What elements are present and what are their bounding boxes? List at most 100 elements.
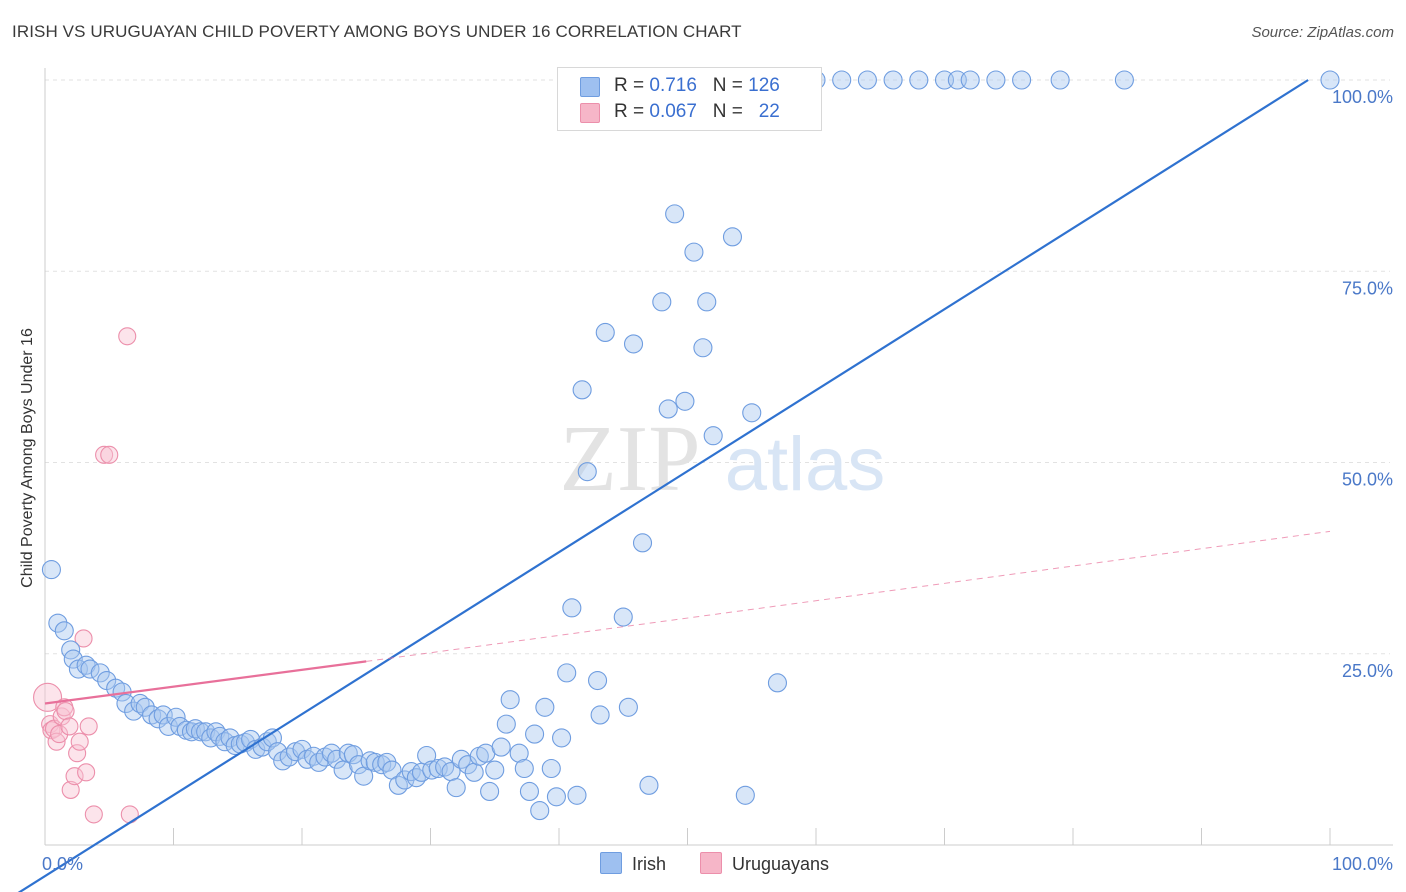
irish-point [618,697,638,717]
irish-point [697,292,717,312]
irish-point [742,403,762,423]
legend-r-value: 0.716 [649,75,697,96]
irish-point [491,737,511,757]
irish-point [90,663,110,683]
irish-point [480,781,500,802]
uruguayans-point [50,725,69,744]
bottom-legend-swatch-irish [600,852,622,874]
watermark-atlas: atlas [725,422,886,507]
legend-n-label: N = [712,75,743,96]
irish-point [587,670,608,691]
irish-point [292,739,312,759]
irish-point [665,204,685,224]
irish-trend-line [17,79,1309,892]
uruguayans-point [60,717,79,736]
source-label: Source: ZipAtlas.com [1251,24,1394,41]
irish-point [541,758,561,779]
irish-point [572,380,592,400]
irish-point [464,762,484,782]
irish-point [535,697,555,717]
uruguayans-point [61,780,80,799]
irish-point [546,787,566,807]
legend-n-value: 126 [748,75,780,96]
irish-point [348,755,369,775]
irish-point [632,533,653,553]
irish-point [883,70,903,90]
bottom-legend-irish: Irish [600,852,666,875]
legend-r-label: R = [614,75,645,96]
y-tick-label: 75.0% [1342,278,1393,298]
irish-point [562,598,582,618]
irish-point [1050,70,1070,90]
irish-point [613,607,633,627]
irish-point [514,758,534,779]
bottom-legend-label-irish: Irish [632,854,667,874]
irish-point [703,426,723,446]
tick-labels: 25.0% 50.0% 75.0% 100.0% 0.0% 100.0% [42,87,1393,874]
legend-r-value: 0.067 [649,101,697,122]
watermark: ZIP atlas [560,407,886,511]
irish-point [116,693,136,714]
irish-point [595,322,615,343]
legend-r-label: R = [614,101,645,122]
irish-point [684,242,704,262]
bottom-legend-uruguayans: Uruguayans [700,852,829,875]
x-tick-label: 0.0% [42,854,83,874]
irish-point [190,722,211,742]
irish-point [767,673,788,693]
irish-point [215,732,235,752]
y-tick-label: 25.0% [1342,661,1393,681]
irish-point [567,785,587,805]
irish-point [166,707,186,727]
irish-point [986,70,1006,90]
irish-point [658,399,678,419]
uruguayans-point [118,327,137,346]
bottom-legend-label-uruguayans: Uruguayans [732,854,830,874]
uruguayans-point [120,805,139,824]
x-tick-label: 100.0% [1332,854,1393,874]
irish-point [735,785,755,805]
irish-point [525,724,545,744]
legend-n-value: 22 [758,101,780,122]
legend-swatch-uruguayans [580,103,600,123]
uruguayans-point [70,732,89,751]
irish-point [509,743,529,763]
y-tick-label: 50.0% [1342,470,1393,490]
irish-point [693,338,713,358]
irish-point [557,663,577,683]
irish-point [372,755,392,775]
irish-point [417,745,437,766]
irish-point [406,768,426,788]
gridlines [45,79,1390,655]
uruguayans-point [56,702,75,721]
irish-point [41,560,61,580]
irish-point [552,728,572,748]
irish-point [832,70,852,90]
irish-point [675,391,695,411]
legend-n-label: N = [712,101,743,122]
irish-point [343,745,363,765]
legend-text-uruguayans: R = 0.067 N = 22 [614,101,780,123]
irish-point [857,70,877,90]
irish-point [446,778,466,798]
uruguayans-point [77,763,96,782]
uruguayans-trend-line [44,660,367,705]
irish-point [909,70,929,90]
irish-point [401,762,421,782]
irish-point [960,70,980,90]
uruguayans-point [84,805,103,824]
correlation-legend: R = 0.716 N = 126 R = 0.067 N = 22 [557,67,822,131]
irish-point [388,775,408,795]
irish-point [48,613,68,633]
irish-point [652,292,672,312]
uruguayans-point [79,717,98,736]
irish-point [135,697,155,717]
uruguayans-point [65,767,84,786]
y-tick-label: 100.0% [1332,87,1393,107]
irish-point [639,775,659,795]
uruguayans-point [95,445,114,464]
irish-point [130,693,150,714]
trend-lines [17,79,1331,892]
irish-point [196,722,216,742]
axes [44,68,1393,846]
